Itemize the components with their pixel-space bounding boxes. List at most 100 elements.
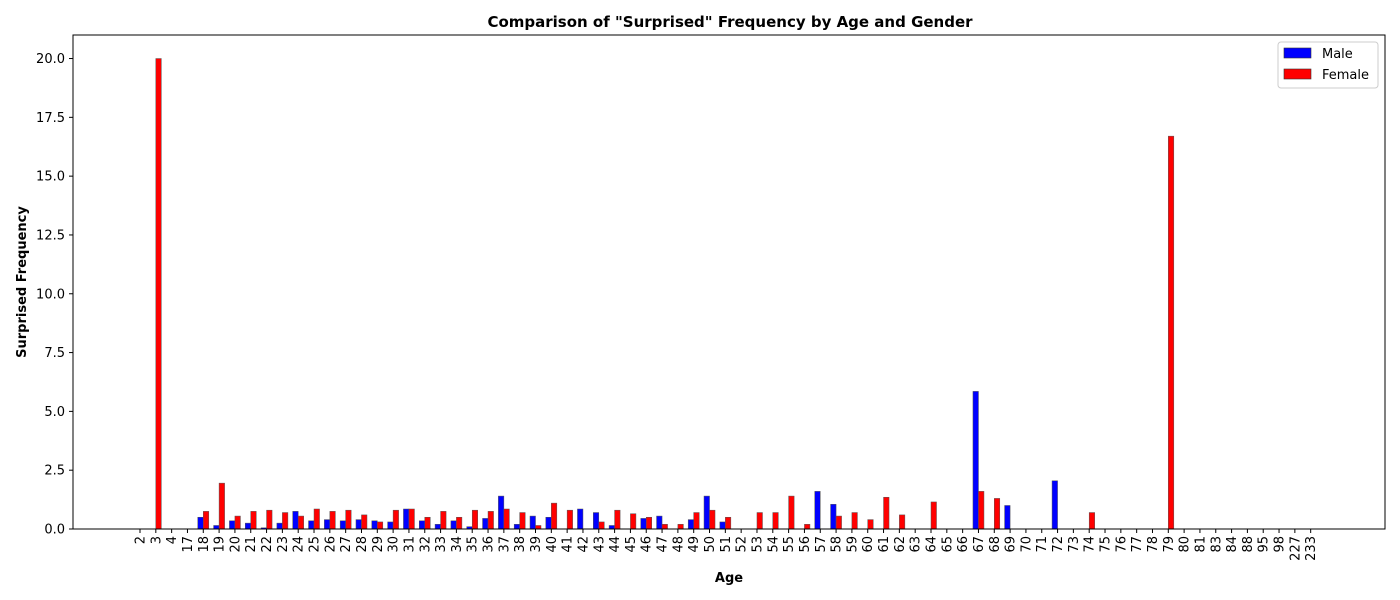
x-tick-label: 64 [925, 536, 940, 553]
bar-male-age-57 [814, 491, 821, 530]
legend-swatch-female [1283, 68, 1312, 80]
bar-female-age-37 [503, 508, 510, 530]
bar-female-age-67 [978, 491, 985, 530]
bar-female-age-30 [392, 509, 399, 530]
x-tick-label: 77 [1130, 536, 1145, 553]
x-tick-label: 49 [687, 536, 702, 553]
bar-male-age-21 [244, 522, 251, 530]
bar-male-age-38 [513, 524, 520, 530]
bar-female-age-51 [725, 516, 732, 530]
x-tick-label: 23 [276, 536, 291, 553]
x-tick-label: 42 [576, 536, 591, 553]
bar-male-age-30 [387, 521, 394, 530]
bars-layer [155, 58, 1175, 530]
bar-male-age-39 [529, 515, 536, 530]
x-tick-label: 45 [624, 536, 639, 553]
bar-male-age-42 [577, 508, 584, 530]
x-tick-label: 22 [260, 536, 275, 553]
bar-female-age-53 [756, 512, 763, 530]
bar-female-age-50 [709, 509, 716, 530]
y-tick-label: 0.0 [44, 523, 65, 538]
x-tick-label: 24 [292, 536, 307, 553]
y-tick-label: 20.0 [36, 52, 65, 67]
x-tick-label: 19 [213, 536, 228, 553]
x-tick-label: 17 [181, 536, 196, 553]
bar-female-age-44 [614, 509, 621, 530]
bar-female-age-20 [234, 515, 241, 530]
x-tick-label: 28 [355, 536, 370, 553]
x-tick-label: 95 [1257, 536, 1272, 553]
x-tick-label: 30 [387, 536, 402, 553]
bar-female-age-74 [1088, 512, 1095, 530]
x-tick-label: 53 [750, 536, 765, 553]
bar-male-age-50 [703, 495, 710, 530]
x-tick-label: 58 [830, 536, 845, 553]
bar-female-age-39 [535, 525, 542, 530]
legend-label-male: Male [1322, 47, 1353, 62]
bar-male-age-24 [292, 511, 299, 530]
bar-female-age-18 [203, 511, 210, 530]
x-tick-label: 62 [893, 536, 908, 553]
bar-female-age-29 [377, 521, 384, 530]
legend: Male Female [1277, 41, 1379, 89]
x-tick-label: 75 [1099, 536, 1114, 553]
x-tick-label: 73 [1067, 536, 1082, 553]
bar-female-age-43 [598, 521, 605, 530]
x-tick-label: 46 [640, 536, 655, 553]
x-tick-label: 27 [339, 536, 354, 553]
x-axis-ticks: 2 3 4 17 18 19 20 21 22 23 24 25 26 27 28 29 30 31 32 33 34 3… [134, 529, 1319, 561]
x-tick-label: 2 [134, 536, 149, 544]
bar-female-age-27 [345, 509, 352, 530]
x-tick-label: 84 [1225, 536, 1240, 553]
x-tick-label: 65 [940, 536, 955, 553]
x-tick-label: 72 [1051, 536, 1066, 553]
bar-male-age-36 [482, 518, 489, 530]
bar-male-age-34 [450, 520, 457, 530]
bar-female-age-26 [329, 511, 336, 530]
bar-female-age-47 [661, 524, 668, 530]
y-tick-label: 17.5 [36, 111, 65, 126]
bar-male-age-23 [276, 522, 283, 530]
x-tick-label: 38 [513, 536, 528, 553]
x-tick-label: 76 [1114, 536, 1129, 553]
bar-female-age-31 [408, 508, 415, 530]
bar-female-age-28 [361, 514, 368, 530]
x-tick-label: 66 [956, 536, 971, 553]
bar-female-age-21 [250, 511, 257, 530]
bar-female-age-46 [645, 516, 652, 530]
x-tick-label: 4 [165, 536, 180, 544]
x-tick-label: 29 [371, 536, 386, 553]
bar-female-age-68 [994, 498, 1001, 530]
bar-male-age-37 [498, 495, 505, 530]
x-tick-label: 41 [561, 536, 576, 553]
x-tick-label: 71 [1035, 536, 1050, 553]
bar-male-age-33 [434, 524, 441, 530]
x-tick-label: 83 [1209, 536, 1224, 553]
bar-female-age-64 [930, 501, 937, 530]
bar-female-age-49 [693, 512, 700, 530]
bar-male-age-43 [593, 512, 600, 530]
x-tick-label: 59 [845, 536, 860, 553]
bar-male-age-67 [972, 391, 979, 530]
bar-male-age-25 [308, 520, 315, 530]
bar-female-age-59 [851, 512, 858, 530]
x-tick-label: 233 [1304, 536, 1319, 561]
y-tick-label: 5.0 [44, 405, 65, 420]
x-tick-label: 55 [782, 536, 797, 553]
y-tick-label: 2.5 [44, 464, 65, 479]
chart-title: Comparison of "Surprised" Frequency by A… [487, 13, 973, 31]
bar-male-age-32 [419, 520, 426, 530]
x-tick-label: 31 [402, 536, 417, 553]
bar-female-age-48 [677, 524, 684, 530]
x-tick-label: 70 [1019, 536, 1034, 553]
y-tick-label: 12.5 [36, 228, 65, 243]
x-tick-label: 54 [766, 536, 781, 553]
x-tick-label: 88 [1241, 536, 1256, 553]
x-tick-label: 34 [450, 536, 465, 553]
bar-male-age-51 [719, 521, 726, 530]
bar-female-age-38 [519, 512, 526, 530]
bar-male-age-72 [1051, 480, 1058, 530]
x-tick-label: 39 [529, 536, 544, 553]
x-tick-label: 50 [703, 536, 718, 553]
y-tick-label: 10.0 [36, 287, 65, 302]
